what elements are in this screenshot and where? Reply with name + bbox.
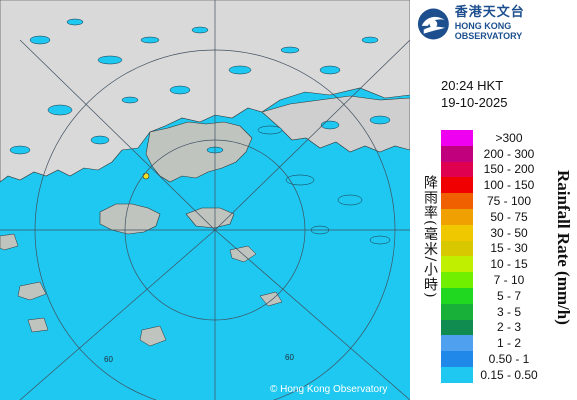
- legend-label: >300: [495, 130, 523, 145]
- legend-swatch: [441, 208, 473, 225]
- legend-swatch: [441, 335, 473, 352]
- island-5: [139, 325, 167, 347]
- legend-title-cn: 降雨率(毫米/小時): [422, 175, 438, 299]
- legend-swatch: [441, 272, 473, 288]
- legend-swatch: [441, 366, 473, 383]
- legend-swatch: [441, 303, 473, 320]
- rainfall-legend: >300 200 - 300 150 - 200 100 - 150 75 - 100 5…: [441, 130, 545, 383]
- legend-swatch: [441, 177, 473, 194]
- legend-row: 10 - 15: [441, 256, 545, 273]
- legend-label: 10 - 15: [490, 257, 528, 272]
- legend-row: 0.15 - 0.50: [441, 366, 545, 383]
- legend-swatch: [441, 256, 473, 273]
- legend-row: 0.50 - 1: [441, 351, 545, 367]
- rain-echoes: [9, 18, 391, 245]
- new-territories: [145, 121, 253, 183]
- legend-label: 200 - 300: [483, 146, 535, 161]
- legend-swatch: [441, 240, 473, 257]
- range-rings: [0, 0, 410, 400]
- legend-row: 3 - 5: [441, 303, 545, 320]
- legend-label: 7 - 10: [493, 273, 525, 288]
- legend-swatch: [441, 161, 473, 178]
- legend-row: 50 - 75: [441, 208, 545, 225]
- legend-swatch: [441, 224, 473, 241]
- legend-label: 50 - 75: [490, 209, 528, 224]
- legend-label: 30 - 50: [490, 225, 528, 240]
- legend-swatch: [441, 130, 473, 146]
- legend-label: 1 - 2: [496, 336, 521, 351]
- legend-row: 30 - 50: [441, 224, 545, 241]
- lantau-island: [99, 203, 161, 235]
- legend-row: 150 - 200: [441, 161, 545, 178]
- legend-swatch: [441, 145, 473, 162]
- timestamp-date: 19-10-2025: [441, 95, 508, 110]
- copyright-text: © Hong Kong Observatory: [270, 384, 388, 395]
- legend-row: 1 - 2: [441, 335, 545, 352]
- legend-row: 7 - 10: [441, 272, 545, 288]
- legend-row: >300: [441, 130, 545, 146]
- legend-row: 15 - 30: [441, 240, 545, 257]
- legend-row: 5 - 7: [441, 287, 545, 304]
- island-4: [27, 317, 49, 333]
- org-name-en: HONG KONG OBSERVATORY: [454, 21, 523, 42]
- range-ring-label-right: 60: [285, 353, 294, 362]
- observatory-logo-icon: [417, 8, 449, 40]
- range-ring-label-left: 60: [104, 355, 113, 364]
- legend-row: 100 - 150: [441, 177, 545, 194]
- observatory-logo: 香港天文台 HONG KONG OBSERVATORY: [416, 5, 577, 42]
- legend-swatch: [441, 351, 473, 367]
- legend-row: 200 - 300: [441, 145, 545, 162]
- radar-map: 60 60: [0, 0, 410, 400]
- island-6: [0, 233, 19, 251]
- legend-label: 2 - 3: [496, 320, 521, 335]
- legend-label: 5 - 7: [496, 288, 521, 303]
- legend-label: 100 - 150: [483, 178, 535, 193]
- legend-row: 75 - 100: [441, 193, 545, 209]
- timestamp-time: 20:24 HKT: [441, 78, 504, 93]
- legend-label: 75 - 100: [486, 194, 532, 209]
- legend-label: 15 - 30: [490, 241, 528, 256]
- legend-label: 0.50 - 1: [488, 352, 530, 367]
- legend-panel: 香港天文台 HONG KONG OBSERVATORY 20:24 HKT 19…: [410, 0, 577, 400]
- radar-site-marker: [142, 172, 150, 180]
- legend-swatch: [441, 287, 473, 304]
- legend-swatch: [441, 319, 473, 336]
- legend-row: 2 - 3: [441, 319, 545, 336]
- legend-swatch: [441, 193, 473, 209]
- org-name-cn: 香港天文台: [454, 5, 525, 21]
- legend-label: 0.15 - 0.50: [480, 367, 538, 382]
- legend-label: 150 - 200: [483, 162, 535, 177]
- legend-title-en: Rainfall Rate (mm/h): [554, 170, 573, 325]
- legend-label: 3 - 5: [496, 304, 521, 319]
- island-3: [17, 281, 47, 301]
